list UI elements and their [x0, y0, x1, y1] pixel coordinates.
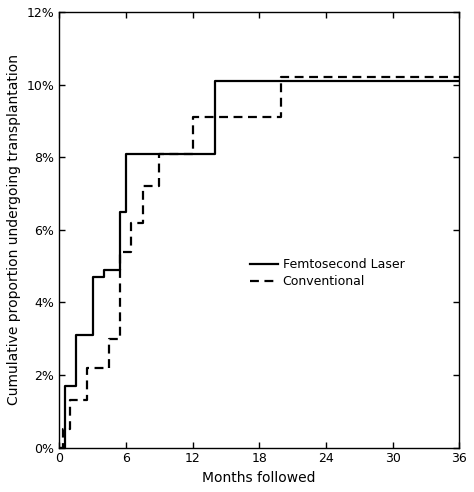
X-axis label: Months followed: Months followed — [202, 471, 316, 485]
Conventional — [118, 248, 123, 254]
Conventional — [56, 445, 62, 451]
Femtosecond Laser — [73, 332, 79, 338]
Line: Conventional: Conventional — [59, 77, 459, 448]
Femtosecond Laser — [62, 383, 68, 389]
Conventional — [156, 151, 162, 156]
Femtosecond Laser — [212, 78, 218, 84]
Femtosecond Laser — [145, 151, 151, 156]
Conventional — [106, 336, 112, 341]
Conventional — [128, 219, 134, 225]
Femtosecond Laser — [101, 267, 107, 273]
Conventional — [67, 398, 73, 403]
Conventional — [206, 114, 212, 120]
Conventional — [140, 184, 146, 189]
Conventional — [279, 74, 284, 80]
Femtosecond Laser — [123, 151, 129, 156]
Femtosecond Laser — [90, 274, 95, 280]
Femtosecond Laser — [118, 209, 123, 215]
Femtosecond Laser — [456, 78, 462, 84]
Conventional — [60, 427, 65, 432]
Legend: Femtosecond Laser, Conventional: Femtosecond Laser, Conventional — [245, 253, 410, 293]
Conventional — [190, 114, 195, 120]
Conventional — [84, 365, 90, 370]
Conventional — [456, 74, 462, 80]
Line: Femtosecond Laser: Femtosecond Laser — [59, 81, 459, 448]
Femtosecond Laser — [56, 445, 62, 451]
Y-axis label: Cumulative proportion undergoing transplantation: Cumulative proportion undergoing transpl… — [7, 54, 21, 405]
